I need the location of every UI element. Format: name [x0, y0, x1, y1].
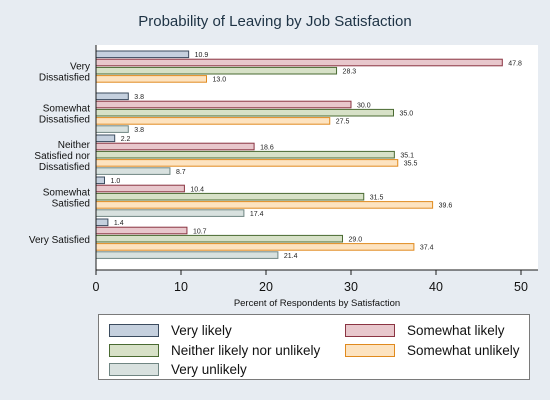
category-label: Somewhat: [43, 188, 90, 199]
legend-label: Neither likely nor unlikely: [171, 343, 321, 358]
bar: [95, 125, 129, 133]
value-label: 18.6: [260, 144, 274, 151]
category-label: Somewhat: [43, 104, 90, 115]
bar: [95, 66, 338, 75]
legend-item: Somewhat unlikely: [345, 343, 520, 358]
value-label: 1.4: [114, 220, 124, 227]
bar: [95, 192, 365, 201]
bar: [95, 142, 255, 151]
bar: [95, 50, 190, 59]
bars-group: [95, 50, 503, 259]
bar: [95, 176, 105, 185]
value-label: 21.4: [284, 253, 298, 260]
value-label: 29.0: [349, 237, 363, 244]
legend-swatch: [109, 344, 159, 357]
bar: [95, 226, 188, 235]
bar: [95, 117, 331, 125]
value-label: 3.8: [134, 127, 144, 134]
legend-label: Somewhat likely: [407, 323, 505, 338]
bar: [95, 167, 171, 175]
category-label: Very: [70, 62, 90, 73]
bar: [95, 100, 352, 109]
category-label: Dissatisfied: [39, 115, 90, 126]
chart-title: Probability of Leaving by Job Satisfacti…: [138, 13, 412, 30]
value-label: 35.5: [404, 161, 418, 168]
x-tick-label: 0: [93, 280, 100, 294]
bar: [95, 234, 343, 243]
value-label: 31.5: [370, 195, 384, 202]
value-label: 1.0: [111, 178, 121, 185]
bar: [95, 243, 415, 251]
category-label: Very Satisfied: [29, 235, 90, 246]
value-label: 10.9: [195, 52, 209, 59]
legend-item: Somewhat likely: [345, 323, 505, 338]
bar: [95, 209, 245, 217]
value-label: 35.0: [400, 111, 414, 118]
bar: [95, 150, 395, 159]
bar: [95, 134, 116, 143]
value-label: 8.7: [176, 169, 186, 176]
category-label: Dissatisfied: [39, 73, 90, 84]
value-label: 35.1: [400, 153, 414, 160]
bar: [95, 92, 129, 101]
bar: [95, 218, 109, 227]
x-tick-label: 20: [259, 280, 273, 294]
bar: [95, 184, 185, 193]
bar: [95, 159, 399, 167]
value-label: 27.5: [336, 119, 350, 126]
category-label: Neither: [58, 140, 91, 151]
legend-swatch: [345, 344, 395, 357]
value-label: 2.2: [121, 136, 131, 143]
value-label: 10.7: [193, 228, 207, 235]
x-tick-label: 30: [344, 280, 358, 294]
category-labels-group: VeryDissatisfiedSomewhatDissatisfiedNeit…: [29, 62, 91, 247]
legend-label: Very likely: [171, 323, 232, 338]
bar: [95, 251, 279, 259]
legend-label: Somewhat unlikely: [407, 343, 520, 358]
value-label: 13.0: [213, 77, 227, 84]
legend-swatch: [345, 324, 395, 337]
value-label: 3.8: [134, 94, 144, 101]
value-label: 28.3: [343, 69, 357, 76]
value-label: 10.4: [190, 186, 204, 193]
legend: Very likely Somewhat likely Neither likely…: [98, 314, 530, 380]
bar: [95, 201, 434, 209]
value-label: 37.4: [420, 245, 434, 252]
category-label: Satisfied nor: [34, 151, 90, 162]
bar: [95, 58, 503, 67]
x-tick-label: 50: [514, 280, 528, 294]
value-label: 17.4: [250, 211, 264, 218]
value-label: 47.8: [508, 60, 522, 67]
legend-item: Very likely: [109, 323, 232, 338]
x-axis-label: Percent of Respondents by Satisfaction: [234, 298, 400, 309]
legend-swatch: [109, 324, 159, 337]
legend-item: Very unlikely: [109, 362, 247, 377]
legend-label: Very unlikely: [171, 362, 247, 377]
category-label: Dissatisfied: [39, 162, 90, 173]
x-tick-label: 40: [429, 280, 443, 294]
bar: [95, 108, 394, 117]
category-label: Satisfied: [52, 199, 90, 210]
legend-swatch: [109, 363, 159, 376]
x-tick-label: 10: [174, 280, 188, 294]
value-label: 30.0: [357, 102, 371, 109]
value-label: 39.6: [439, 203, 453, 210]
value-labels-group: 10.947.828.313.03.830.035.027.53.82.218.…: [111, 52, 523, 260]
x-ticks-group: 0 10 20 30 40 50: [93, 270, 528, 294]
bar: [95, 75, 207, 83]
legend-item: Neither likely nor unlikely: [109, 343, 320, 358]
